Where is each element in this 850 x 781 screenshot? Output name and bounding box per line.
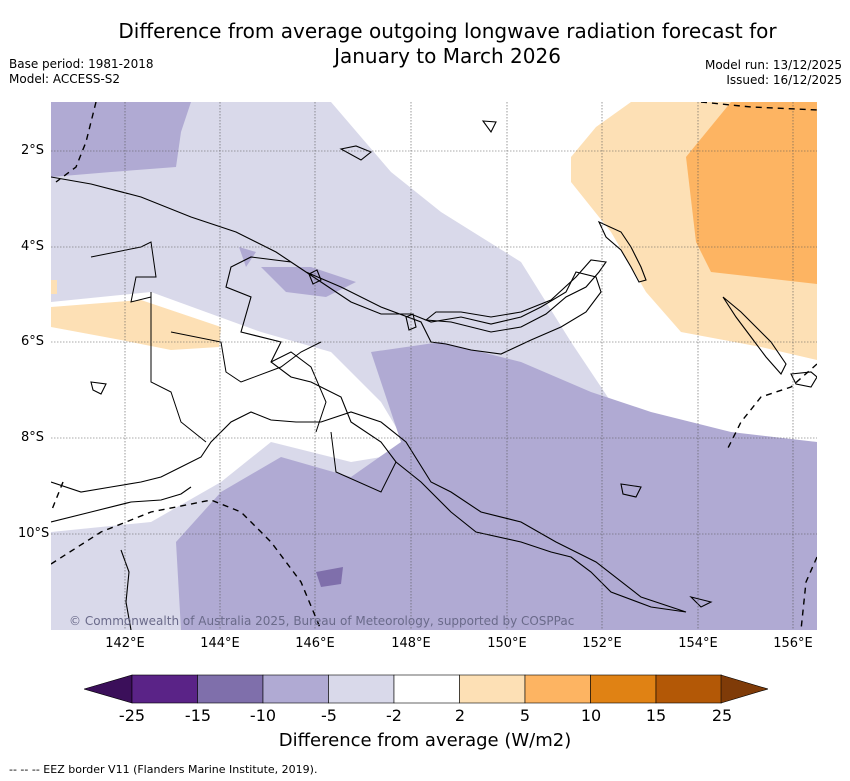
eez-northeast — [700, 102, 817, 111]
lon-label-154e: 154°E — [678, 636, 718, 651]
eez-southeast — [800, 556, 817, 630]
colorbar — [84, 674, 768, 704]
lat-label-10s: 10°S — [18, 526, 50, 541]
colorbar-segment-4 — [328, 674, 395, 704]
colorbar-label-3: -5 — [321, 706, 337, 725]
title-line-2: January to March 2026 — [334, 44, 561, 68]
issued-date: Issued: 16/12/2025 — [726, 73, 842, 87]
border-provinces-4 — [330, 431, 397, 493]
colorbar-segment-1 — [131, 674, 198, 704]
coastlines — [51, 120, 817, 630]
border-provinces-2 — [170, 331, 322, 383]
new-guinea-coast — [51, 176, 687, 613]
colorbar-segment-8 — [590, 674, 657, 704]
base-period: Base period: 1981-2018 — [9, 57, 154, 71]
model-run: Model run: 13/12/2025 — [704, 58, 842, 72]
near-normal-area-west — [51, 292, 411, 532]
eez-legend: -- -- -- EEZ border V11 (Flanders Marine… — [9, 763, 318, 776]
meta-right: Model run: 13/12/2025 Issued: 16/12/2025 — [705, 58, 842, 88]
negative-spot-south — [316, 567, 343, 587]
colorbar-label-0: -25 — [118, 706, 146, 725]
lon-label-144e: 144°E — [200, 636, 240, 651]
lon-label-156e: 156°E — [773, 636, 813, 651]
island-e — [689, 595, 713, 608]
colorbar-label-4: -2 — [386, 706, 402, 725]
new-ireland-coast — [597, 220, 647, 283]
colorbar-label-5: 2 — [454, 706, 466, 725]
colorbar-label-9: 25 — [711, 706, 733, 725]
colorbar-label-8: 15 — [645, 706, 667, 725]
copyright-notice: © Commonwealth of Australia 2025, Bureau… — [69, 614, 575, 628]
island-d — [620, 483, 642, 498]
colorbar-title: Difference from average (W/m2) — [278, 730, 572, 751]
forecast-map — [51, 102, 817, 630]
chart-title: Difference from average outgoing longwav… — [60, 19, 835, 69]
model-name: Model: ACCESS-S2 — [9, 72, 121, 86]
eez-borders — [51, 102, 817, 630]
negative-area-south — [176, 342, 817, 630]
colorbar-segment-3 — [262, 674, 329, 704]
colorbar-label-2: -10 — [249, 706, 277, 725]
colorbar-segment-2 — [197, 674, 264, 704]
colorbar-extend-high — [720, 674, 768, 704]
colorbar-extend-low — [84, 674, 133, 704]
manus-coast — [339, 145, 373, 161]
lon-label-152e: 152°E — [582, 636, 622, 651]
border-png-indonesia — [150, 292, 207, 443]
island-a — [308, 269, 322, 285]
negative-area-northwest — [51, 102, 191, 177]
colorbar-label-7: 10 — [580, 706, 602, 725]
torres-strait-coast — [51, 486, 192, 523]
border-provinces-3 — [270, 351, 327, 433]
lon-label-146e: 146°E — [295, 636, 335, 651]
colorbar-segment-7 — [524, 674, 591, 704]
eez-northwest — [55, 102, 97, 183]
island-f — [90, 381, 107, 395]
eez-east — [725, 363, 817, 453]
graticule — [51, 102, 817, 630]
eez-south — [51, 499, 322, 630]
eez-southwest — [51, 481, 64, 513]
lat-label-2s: 2°S — [20, 143, 44, 158]
meta-left: Base period: 1981-2018 Model: ACCESS-S2 — [9, 57, 154, 87]
bougainville-coast — [722, 296, 787, 375]
lon-label-142e: 142°E — [105, 636, 145, 651]
lat-label-8s: 8°S — [20, 430, 44, 445]
new-britain-coast — [424, 259, 607, 333]
lon-label-150e: 150°E — [487, 636, 527, 651]
positive-area-west — [51, 300, 221, 350]
positive-sliver-west — [51, 280, 57, 294]
lon-label-148e: 148°E — [391, 636, 431, 651]
negative-area-small — [239, 247, 256, 267]
colorbar-segment-6 — [459, 674, 526, 704]
colorbar-label-6: 5 — [519, 706, 531, 725]
colorbar-label-1: -15 — [184, 706, 212, 725]
lat-label-6s: 6°S — [20, 334, 44, 349]
colorbar-segment-5 — [393, 674, 460, 704]
title-line-1: Difference from average outgoing longwav… — [118, 19, 777, 43]
lat-label-4s: 4°S — [20, 239, 44, 254]
colorbar-segment-9 — [655, 674, 722, 704]
positive-core-east — [686, 102, 817, 284]
island-c — [481, 120, 497, 134]
island-b — [405, 313, 417, 331]
